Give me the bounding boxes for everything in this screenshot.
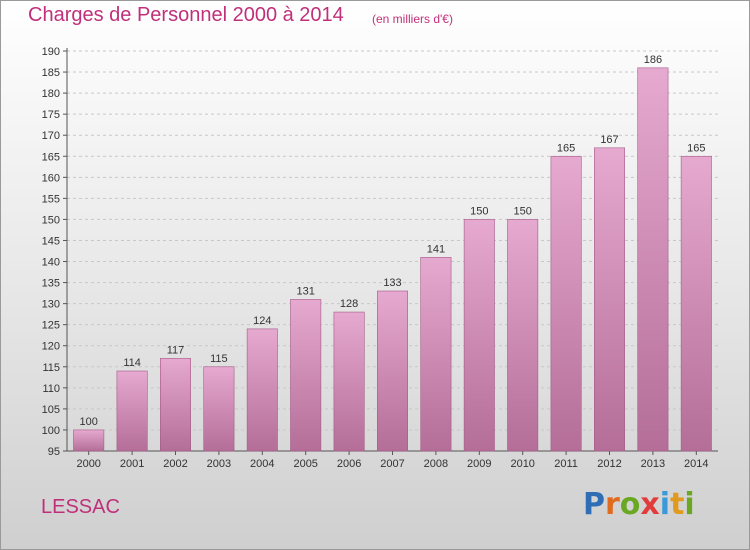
data-label: 131 — [297, 285, 315, 297]
y-tick-label: 180 — [42, 88, 60, 100]
y-tick-label: 145 — [42, 235, 60, 247]
x-tick-label: 2007 — [380, 458, 404, 470]
logo-letter: i — [684, 487, 695, 522]
data-label: 150 — [470, 205, 488, 217]
logo-letter: t — [670, 487, 685, 522]
data-label: 114 — [123, 357, 141, 369]
bar — [333, 311, 365, 452]
x-tick-label: 2004 — [250, 458, 274, 470]
data-label: 133 — [383, 277, 401, 289]
logo-letter: i — [659, 487, 671, 522]
bar — [160, 358, 191, 452]
y-tick-label: 175 — [42, 109, 60, 121]
y-tick-label: 120 — [42, 341, 60, 353]
bar — [637, 67, 669, 452]
y-tick-label: 130 — [42, 299, 60, 311]
y-tick-label: 100 — [42, 425, 60, 437]
bar — [463, 219, 495, 452]
chart-title: Charges de Personnel 2000 à 2014 — [28, 4, 344, 26]
x-tick-label: 2003 — [207, 458, 231, 470]
y-tick-label: 115 — [42, 362, 60, 374]
y-tick-label: 150 — [42, 214, 60, 226]
data-label: 141 — [427, 243, 445, 255]
x-tick-label: 2012 — [597, 458, 621, 470]
logo-letter: r — [605, 487, 620, 522]
x-tick-label: 2002 — [163, 458, 187, 470]
x-tick-label: 2005 — [293, 458, 317, 470]
bar — [550, 155, 582, 452]
x-tick-label: 2014 — [684, 458, 708, 470]
data-labels: 100 114 117 115 124 131 128 133 141 150 150 165 167 1… — [80, 54, 706, 428]
y-tick-label: 170 — [42, 130, 60, 142]
x-tick-label: 2013 — [641, 458, 665, 470]
logo-letter: o — [619, 487, 641, 522]
x-tick-label: 2010 — [510, 458, 534, 470]
y-tick-label: 95 — [48, 446, 60, 458]
data-label: 115 — [210, 353, 228, 365]
data-label: 100 — [80, 416, 98, 428]
y-tick-label: 160 — [42, 172, 60, 184]
bar — [680, 155, 712, 452]
bars — [73, 67, 712, 452]
data-label: 128 — [340, 298, 358, 310]
y-tick-label: 165 — [42, 151, 60, 163]
bar — [203, 366, 235, 452]
data-label: 167 — [600, 134, 618, 146]
y-tick-label: 155 — [42, 193, 60, 205]
x-tick-label: 2011 — [554, 458, 578, 470]
bar — [290, 299, 322, 452]
x-tick-label: 2009 — [467, 458, 491, 470]
bar — [116, 370, 148, 452]
data-label: 150 — [514, 205, 532, 217]
data-label: 165 — [687, 142, 705, 154]
y-tick-label: 125 — [42, 320, 60, 332]
commune-name: LESSAC — [41, 496, 120, 518]
bar — [594, 147, 625, 452]
chart-subtitle: (en milliers d'€) — [372, 12, 453, 26]
y-tick-label: 105 — [42, 404, 60, 416]
bar — [420, 257, 452, 452]
y-tick-label: 140 — [42, 257, 60, 269]
data-label: 186 — [644, 54, 662, 66]
y-tick-label: 190 — [42, 46, 60, 58]
logo-letter: x — [640, 487, 660, 522]
bar — [507, 219, 539, 452]
x-tick-label: 2008 — [424, 458, 448, 470]
bar — [73, 429, 105, 452]
bar — [246, 328, 278, 452]
x-tick-label: 2006 — [337, 458, 361, 470]
data-label: 165 — [557, 142, 575, 154]
x-tick-label: 2000 — [76, 458, 100, 470]
bar — [377, 290, 408, 452]
data-label: 124 — [253, 315, 271, 327]
y-tick-label: 135 — [42, 278, 60, 290]
proxiti-logo: Proxiti — [583, 487, 695, 522]
y-tick-label: 185 — [42, 67, 60, 79]
logo-letter: P — [583, 487, 605, 522]
data-label: 117 — [167, 344, 185, 356]
y-tick-label: 110 — [42, 383, 60, 395]
x-tick-label: 2001 — [120, 458, 144, 470]
